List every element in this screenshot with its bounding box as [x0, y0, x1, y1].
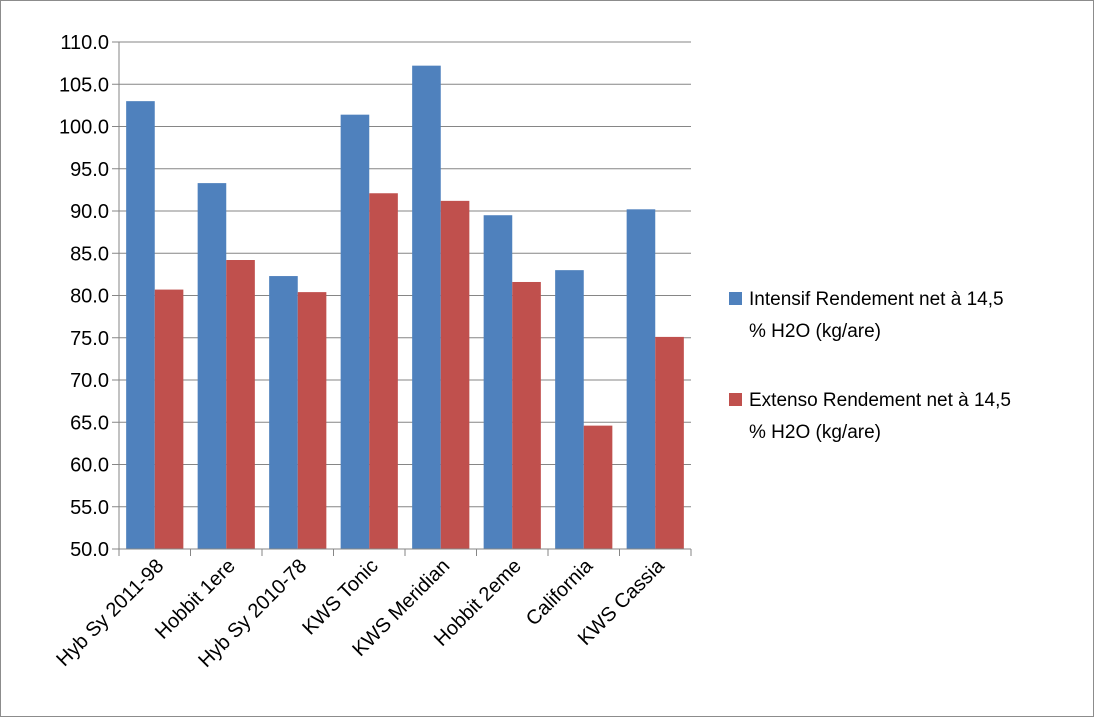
- bar-intensif: [126, 101, 155, 550]
- bar-intensif: [412, 65, 441, 549]
- bar-extenso: [226, 260, 255, 549]
- y-tick-label: 70.0: [70, 370, 109, 392]
- bar-extenso: [655, 336, 684, 549]
- y-tick-label: 110.0: [60, 32, 109, 54]
- legend-label: Extenso Rendement net à 14,5: [749, 390, 1011, 411]
- x-tick-label: Hyb Sy 2011-98: [52, 555, 168, 671]
- y-tick-label: 60.0: [70, 455, 109, 477]
- axes: [112, 41, 692, 556]
- bar-extenso: [440, 200, 470, 550]
- bar-intensif: [555, 270, 584, 549]
- y-tick-label: 65.0: [70, 412, 109, 434]
- bars: [126, 65, 684, 550]
- bar-intensif: [483, 215, 513, 549]
- bar-extenso: [154, 289, 184, 549]
- y-axis-tick-labels: 50.0 55.0 60.0 65.0 70.0 75.0 80.0 85.0 90.0 95.0…: [59, 32, 109, 561]
- y-tick-label: 50.0: [70, 539, 109, 561]
- bar-intensif: [269, 276, 298, 549]
- bar-intensif: [340, 114, 370, 550]
- x-tick-label: California: [522, 554, 598, 630]
- y-tick-label: 100.0: [59, 117, 109, 139]
- legend-swatch: [729, 292, 742, 305]
- y-tick-label: 80.0: [70, 286, 109, 308]
- legend-swatch: [729, 393, 742, 406]
- legend-label: % H2O (kg/are): [749, 321, 881, 342]
- bar-intensif: [197, 183, 227, 550]
- legend-label: Intensif Rendement net à 14,5: [749, 289, 1004, 310]
- legend-label: % H2O (kg/are): [749, 422, 881, 443]
- y-tick-label: 105.0: [59, 74, 109, 96]
- y-tick-label: 75.0: [70, 328, 109, 350]
- bar-extenso: [369, 193, 398, 549]
- y-tick-label: 90.0: [70, 201, 109, 223]
- bar-extenso: [297, 292, 327, 549]
- y-tick-label: 85.0: [70, 243, 109, 265]
- bar-intensif: [626, 209, 656, 549]
- legend: Intensif Rendement net à 14,5 % H2O (kg/a…: [729, 289, 1011, 443]
- y-tick-label: 55.0: [70, 497, 109, 519]
- bar-extenso: [583, 425, 613, 549]
- bar-extenso: [512, 281, 541, 549]
- y-tick-label: 95.0: [70, 159, 109, 181]
